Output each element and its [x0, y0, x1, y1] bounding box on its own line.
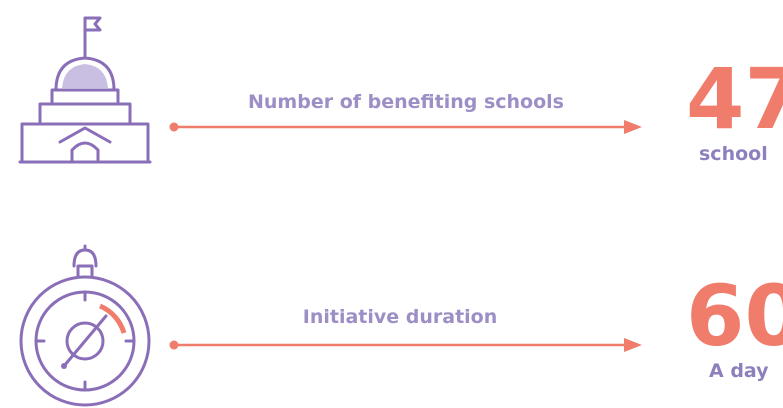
row-unit: school	[699, 143, 768, 165]
row-label: Number of benefiting schools	[248, 91, 564, 113]
row-value: 47	[686, 50, 783, 148]
row-value: 60	[686, 267, 783, 365]
stopwatch-icon	[19, 244, 151, 407]
row-label: Initiative duration	[303, 306, 498, 328]
arrow	[169, 120, 642, 134]
arrow	[169, 338, 642, 352]
row-unit: A day	[709, 360, 769, 382]
capitol-icon	[18, 16, 152, 164]
